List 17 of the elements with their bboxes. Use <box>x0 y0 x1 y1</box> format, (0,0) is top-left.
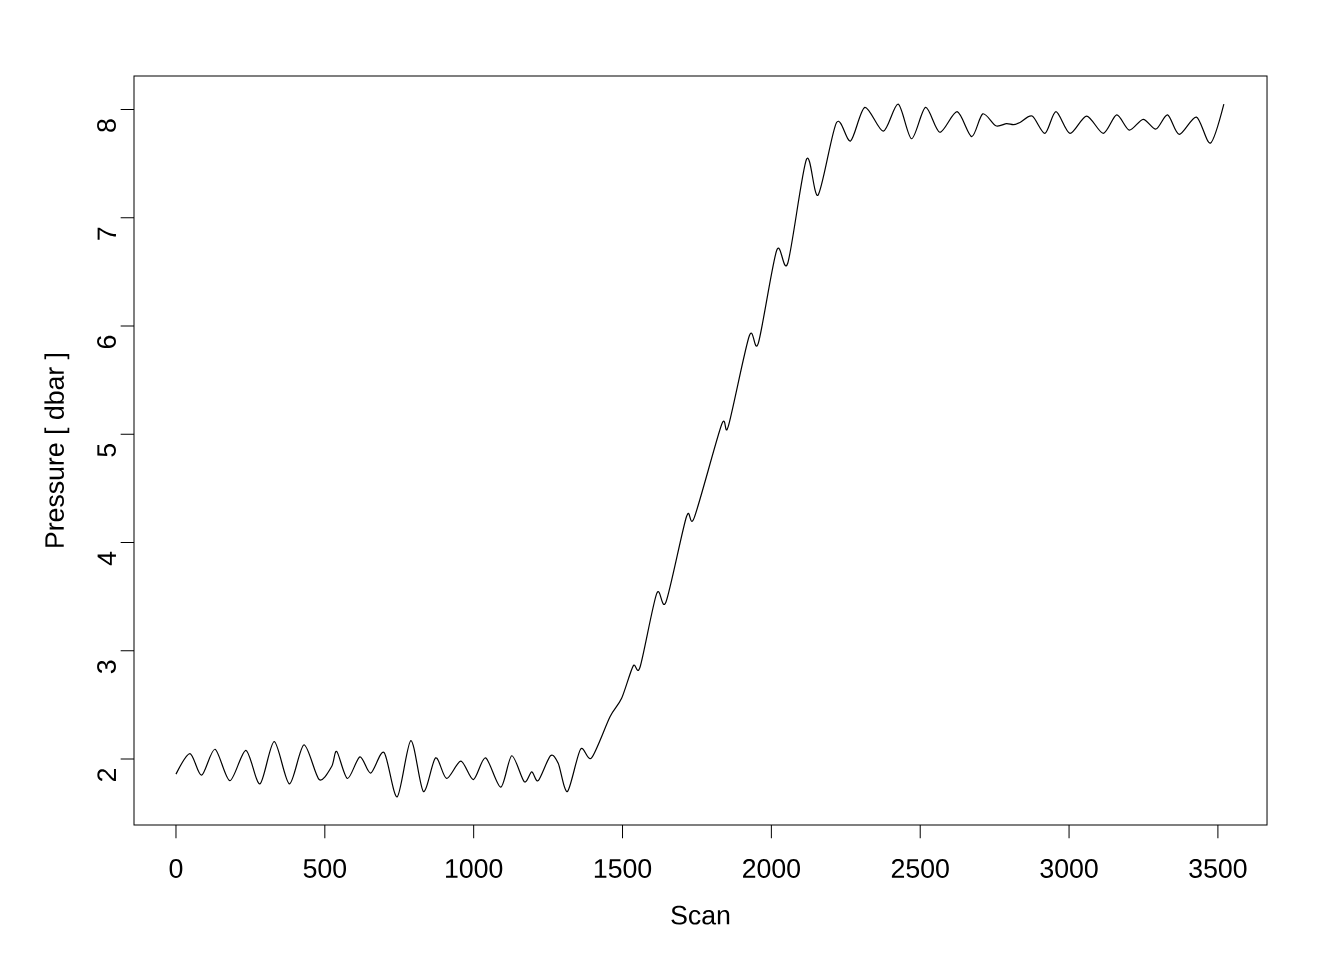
x-tick-label: 1500 <box>594 859 652 878</box>
x-tick-label: 3000 <box>1040 859 1098 878</box>
y-tick-label: 7 <box>97 227 116 240</box>
y-tick-label: 3 <box>97 660 116 674</box>
x-tick-label: 2500 <box>891 859 949 878</box>
y-axis-title: Pressure [ dbar ] <box>44 353 70 547</box>
y-tick-label: 8 <box>97 119 116 132</box>
x-tick-label: 2000 <box>743 859 800 878</box>
x-tick-label: 500 <box>303 859 347 878</box>
y-tick-label: 2 <box>97 768 116 782</box>
y-tick-label: 5 <box>97 443 116 457</box>
x-axis-title: Scan <box>671 905 730 925</box>
x-tick-label: 0 <box>169 859 183 878</box>
y-tick-label: 6 <box>97 335 116 349</box>
x-tick-label: 1000 <box>446 859 503 878</box>
x-tick-label: 3500 <box>1189 859 1247 878</box>
y-tick-label: 4 <box>97 551 116 566</box>
